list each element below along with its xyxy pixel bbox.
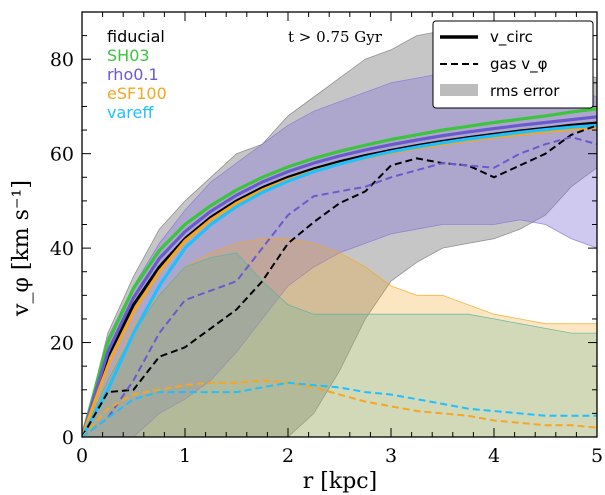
x-tick-label: 0 <box>76 445 88 467</box>
y-axis-label: v_φ [km s⁻¹] <box>9 180 34 317</box>
series-label-sh03: SH03 <box>107 46 150 65</box>
x-tick-label: 5 <box>591 445 603 467</box>
series-label-rho01: rho0.1 <box>107 65 159 84</box>
time-annotation: t > 0.75 Gyr <box>288 28 383 46</box>
series-label-vareff: vareff <box>107 103 154 122</box>
y-tick-label: 20 <box>50 333 74 355</box>
legend: v_circ gas v_φ rms error <box>433 21 593 108</box>
series-label-fiducial: fiducial <box>107 27 165 46</box>
y-tick-label: 0 <box>62 427 74 449</box>
legend-vcirc-label: v_circ <box>490 28 533 47</box>
x-tick-label: 4 <box>488 445 500 467</box>
y-tick-label: 80 <box>50 49 74 71</box>
series-labels: fiducial SH03 rho0.1 eSF100 vareff <box>107 27 167 122</box>
legend-rms-label: rms error <box>490 82 560 100</box>
x-tick-label: 1 <box>179 445 191 467</box>
y-tick-label: 60 <box>50 144 74 166</box>
x-tick-label: 2 <box>282 445 294 467</box>
legend-rms-swatch <box>440 84 478 96</box>
x-tick-label: 3 <box>385 445 397 467</box>
x-axis-label: r [kpc] <box>303 469 377 494</box>
legend-gas-label: gas v_φ <box>490 55 548 74</box>
y-tick-label: 40 <box>50 238 74 260</box>
series-label-esf100: eSF100 <box>107 84 167 103</box>
